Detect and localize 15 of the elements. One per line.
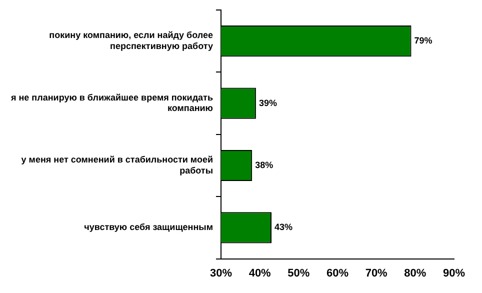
y-tick-label: я не планирую в ближайшее время покидать компанию	[10, 92, 214, 114]
y-tick-label: покину компанию, если найду более перспективную работу	[49, 30, 214, 51]
data-label: 38%	[255, 160, 274, 170]
data-label: 43%	[274, 222, 293, 232]
x-tick-label: 40%	[248, 267, 272, 280]
y-tick-label: у меня нет сомнений в стабильности моей работы	[21, 154, 214, 176]
y-tick-label: чувствую себя защищенным	[84, 222, 214, 232]
x-tick-label: 70%	[365, 267, 388, 280]
x-tick-label: 90%	[442, 267, 466, 280]
data-label: 79%	[414, 36, 432, 46]
data-label: 39%	[258, 98, 277, 108]
x-tick-label: 80%	[404, 267, 426, 280]
x-tick-label: 60%	[326, 267, 349, 280]
x-tick-label: 30%	[210, 267, 232, 280]
x-tick-label: 50%	[288, 267, 310, 280]
